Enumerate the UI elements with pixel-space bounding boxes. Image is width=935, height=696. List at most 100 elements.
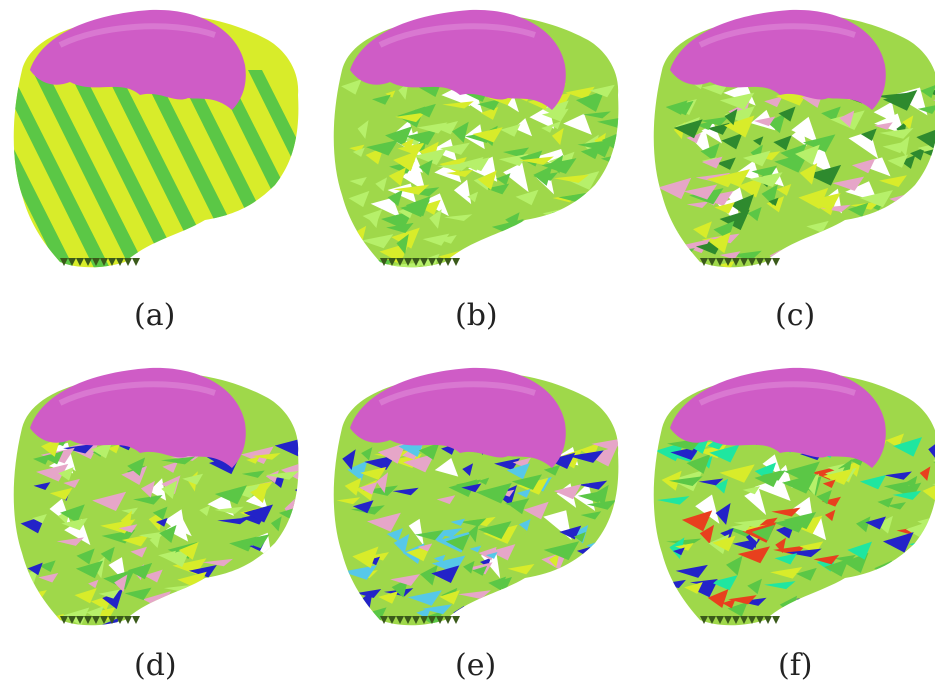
mesh-patch xyxy=(420,564,438,586)
mesh-gap xyxy=(408,518,424,547)
mesh-patch xyxy=(856,516,871,533)
mesh-patch xyxy=(860,128,877,141)
mesh-patch xyxy=(378,591,399,604)
mesh-patch xyxy=(737,546,771,564)
mesh-patch xyxy=(876,515,893,534)
mesh-patch xyxy=(393,184,430,195)
caption-a: (a) xyxy=(134,298,176,333)
mesh-patch xyxy=(352,500,374,514)
mesh-patch xyxy=(709,444,740,463)
mesh-patch xyxy=(265,470,299,480)
mesh-edge-tooth xyxy=(732,616,740,624)
mesh-gap xyxy=(513,118,533,137)
heart-mesh-panel-b xyxy=(320,0,620,280)
mesh-edge-tooth xyxy=(84,258,92,266)
mesh-patch xyxy=(701,156,723,169)
mesh-patch xyxy=(452,121,469,143)
heart-mesh-panel-e xyxy=(320,358,620,638)
mesh-patch xyxy=(505,212,520,229)
mesh-patch xyxy=(437,234,457,244)
mesh-patch xyxy=(422,604,452,615)
mesh-patch xyxy=(543,541,580,561)
mesh-patch xyxy=(877,616,904,626)
mesh-patch xyxy=(243,504,274,523)
mesh-patch xyxy=(486,183,510,195)
mesh-patch xyxy=(847,541,872,560)
mesh-patch xyxy=(770,567,803,579)
mesh-patch xyxy=(589,84,615,98)
mesh-patch xyxy=(766,113,786,134)
mesh-patch xyxy=(181,595,202,614)
cap-highlight xyxy=(378,23,536,48)
mesh-patch xyxy=(902,115,914,130)
mesh-edge-tooth xyxy=(716,616,724,624)
mesh-patch xyxy=(164,601,188,618)
mesh-patch xyxy=(517,617,547,626)
mesh-edge-tooth xyxy=(68,258,76,266)
mesh-patch xyxy=(529,217,552,236)
mesh-patch xyxy=(824,509,836,522)
mesh-edge-tooth xyxy=(116,616,124,624)
mesh-patch xyxy=(525,579,542,601)
mesh-patch xyxy=(928,440,935,461)
mesh-patch xyxy=(404,187,440,197)
mesh-patch xyxy=(580,511,602,520)
mesh-patch xyxy=(161,480,178,500)
mesh-patch xyxy=(144,569,163,583)
mesh-patch xyxy=(700,116,729,126)
mesh-patch xyxy=(888,609,919,624)
mesh-patch xyxy=(588,605,610,617)
mesh-patch xyxy=(127,457,146,477)
mesh-patch xyxy=(217,517,250,525)
mesh-patch xyxy=(719,464,755,483)
mesh-gap xyxy=(370,197,401,218)
mesh-patch xyxy=(720,527,734,540)
mesh-patch xyxy=(699,524,715,544)
mesh-patch xyxy=(592,242,610,261)
mesh-patch xyxy=(747,206,762,222)
mesh-patch xyxy=(385,90,396,98)
mesh-patch xyxy=(38,573,59,583)
mesh-patch xyxy=(719,209,750,231)
mesh-patch xyxy=(912,205,935,216)
mesh-patch xyxy=(594,212,619,232)
mesh-patch xyxy=(244,599,266,620)
mesh-patch xyxy=(784,461,820,484)
mesh-patch xyxy=(473,604,493,626)
mesh-patch xyxy=(548,452,576,469)
mesh-patch xyxy=(929,237,935,247)
mesh-patch xyxy=(393,150,419,172)
mesh-patch xyxy=(31,514,47,524)
mesh-patch xyxy=(27,562,43,576)
mesh-patch xyxy=(904,589,924,609)
mesh-patch xyxy=(240,534,270,549)
mesh-patch xyxy=(821,106,841,122)
mesh-patch xyxy=(594,607,619,626)
mesh-edge-tooth xyxy=(132,616,140,624)
mesh-patch xyxy=(877,497,894,508)
mesh-edge-tooth xyxy=(716,258,724,266)
mesh-patch xyxy=(156,517,168,527)
mesh-edge-tooth xyxy=(756,616,764,624)
mesh-patch xyxy=(500,124,521,137)
mesh-patch xyxy=(506,463,531,480)
mesh-patch xyxy=(489,544,516,561)
mesh-patches xyxy=(655,76,935,268)
mesh-patch xyxy=(102,588,123,610)
mesh-patch xyxy=(17,584,30,602)
mesh-patch xyxy=(127,562,153,580)
mesh-patch xyxy=(36,463,69,482)
mesh-patch xyxy=(822,585,849,606)
mesh-edge-tooth xyxy=(708,258,716,266)
mesh-patch xyxy=(724,108,738,126)
mesh-patch xyxy=(158,550,177,561)
mesh-patch xyxy=(349,177,367,186)
mesh-patch xyxy=(347,460,368,481)
mesh-patch xyxy=(592,484,609,506)
mesh-gap xyxy=(453,179,472,205)
mesh-patch xyxy=(133,494,163,505)
mesh-patch xyxy=(599,529,619,551)
mesh-patch xyxy=(88,579,99,589)
mesh-patch xyxy=(179,597,204,614)
mesh-patch xyxy=(359,481,378,495)
